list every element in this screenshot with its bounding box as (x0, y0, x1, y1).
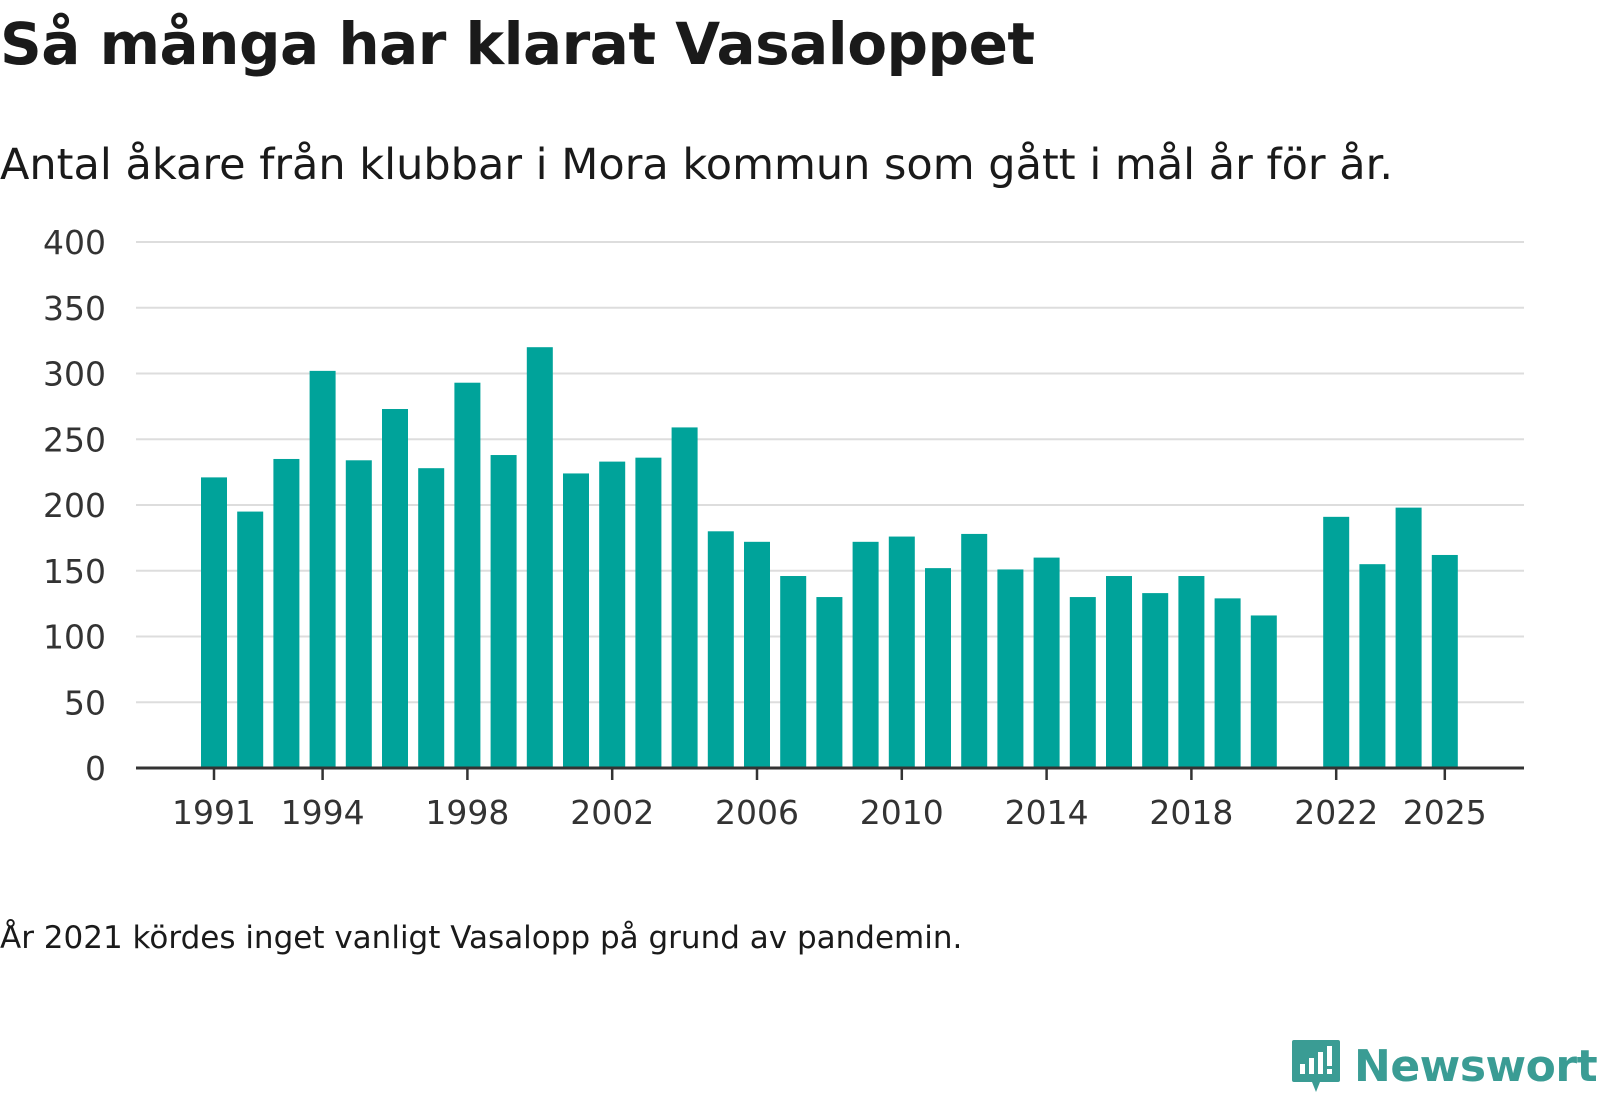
x-tick-label: 2006 (715, 793, 799, 832)
footnote: År 2021 kördes inget vanligt Vasalopp på… (0, 920, 963, 956)
bar-1993 (273, 458, 300, 768)
bars (201, 347, 1458, 768)
x-tick-label: 2022 (1294, 793, 1378, 832)
y-tick-label: 100 (43, 618, 106, 657)
x-tick-label: 1998 (425, 793, 509, 832)
x-tick-label: 2025 (1403, 793, 1487, 832)
bar-1992 (237, 511, 264, 768)
gridlines (136, 241, 1524, 704)
bar-2001 (563, 473, 589, 768)
bar-2004 (671, 427, 698, 768)
y-tick-label: 150 (43, 552, 106, 591)
bar-2025 (1431, 554, 1458, 768)
bar-2022 (1323, 516, 1350, 768)
chart-subtitle: Antal åkare från klubbar i Mora kommun s… (0, 140, 1394, 190)
y-tick-label: 0 (85, 749, 106, 788)
bar-2012 (961, 533, 988, 768)
bar-1991 (201, 477, 227, 768)
bar-2009 (852, 541, 879, 768)
bar-1999 (490, 455, 517, 768)
bar-2005 (707, 531, 734, 768)
x-tick-label: 1991 (172, 793, 256, 832)
brand-logo: Newsworthy (1290, 1038, 1600, 1094)
y-tick-label: 50 (64, 683, 106, 722)
bar-2016 (1106, 576, 1132, 768)
y-tick-label: 300 (43, 355, 106, 394)
x-tick-label: 2010 (860, 793, 944, 832)
bar-chart: 0 50 100 150 200 250 300 350 400 1991 1994 1998 2002… (43, 223, 1524, 832)
bar-2015 (1069, 597, 1096, 768)
x-tick-label: 2014 (1005, 793, 1089, 832)
bar-2020 (1250, 615, 1277, 768)
bar-2000 (526, 347, 553, 768)
bar-2008 (816, 597, 843, 768)
bar-2017 (1142, 593, 1169, 768)
axes: 0 50 100 150 200 250 300 350 400 1991 1994 1998 2002… (43, 223, 1524, 832)
bar-2003 (635, 457, 662, 768)
x-tick-label: 2018 (1149, 793, 1233, 832)
bar-2006 (744, 541, 770, 768)
bar-1996 (382, 409, 408, 768)
x-tick-label: 2002 (570, 793, 654, 832)
bar-2014 (1033, 557, 1060, 768)
x-tick-label: 1994 (281, 793, 365, 832)
bar-2011 (925, 568, 951, 768)
bar-1994 (309, 370, 336, 768)
y-tick-label: 250 (43, 420, 106, 459)
bar-2023 (1359, 564, 1386, 768)
bar-2010 (888, 536, 915, 768)
bar-2024 (1395, 507, 1422, 768)
bar-2007 (780, 576, 807, 768)
bar-1995 (345, 460, 372, 768)
bar-2013 (997, 569, 1024, 768)
bar-2019 (1214, 598, 1241, 768)
y-tick-label: 350 (43, 289, 106, 328)
bar-2002 (599, 461, 626, 768)
y-tick-label: 200 (43, 486, 106, 525)
bar-1998 (454, 382, 481, 768)
bar-1997 (418, 468, 445, 768)
newsworthy-icon (1292, 1040, 1340, 1092)
brand-name: Newsworthy (1354, 1040, 1600, 1092)
bar-2018 (1178, 576, 1205, 768)
y-tick-label: 400 (43, 223, 106, 262)
chart-title: Så många har klarat Vasaloppet (0, 10, 1035, 78)
